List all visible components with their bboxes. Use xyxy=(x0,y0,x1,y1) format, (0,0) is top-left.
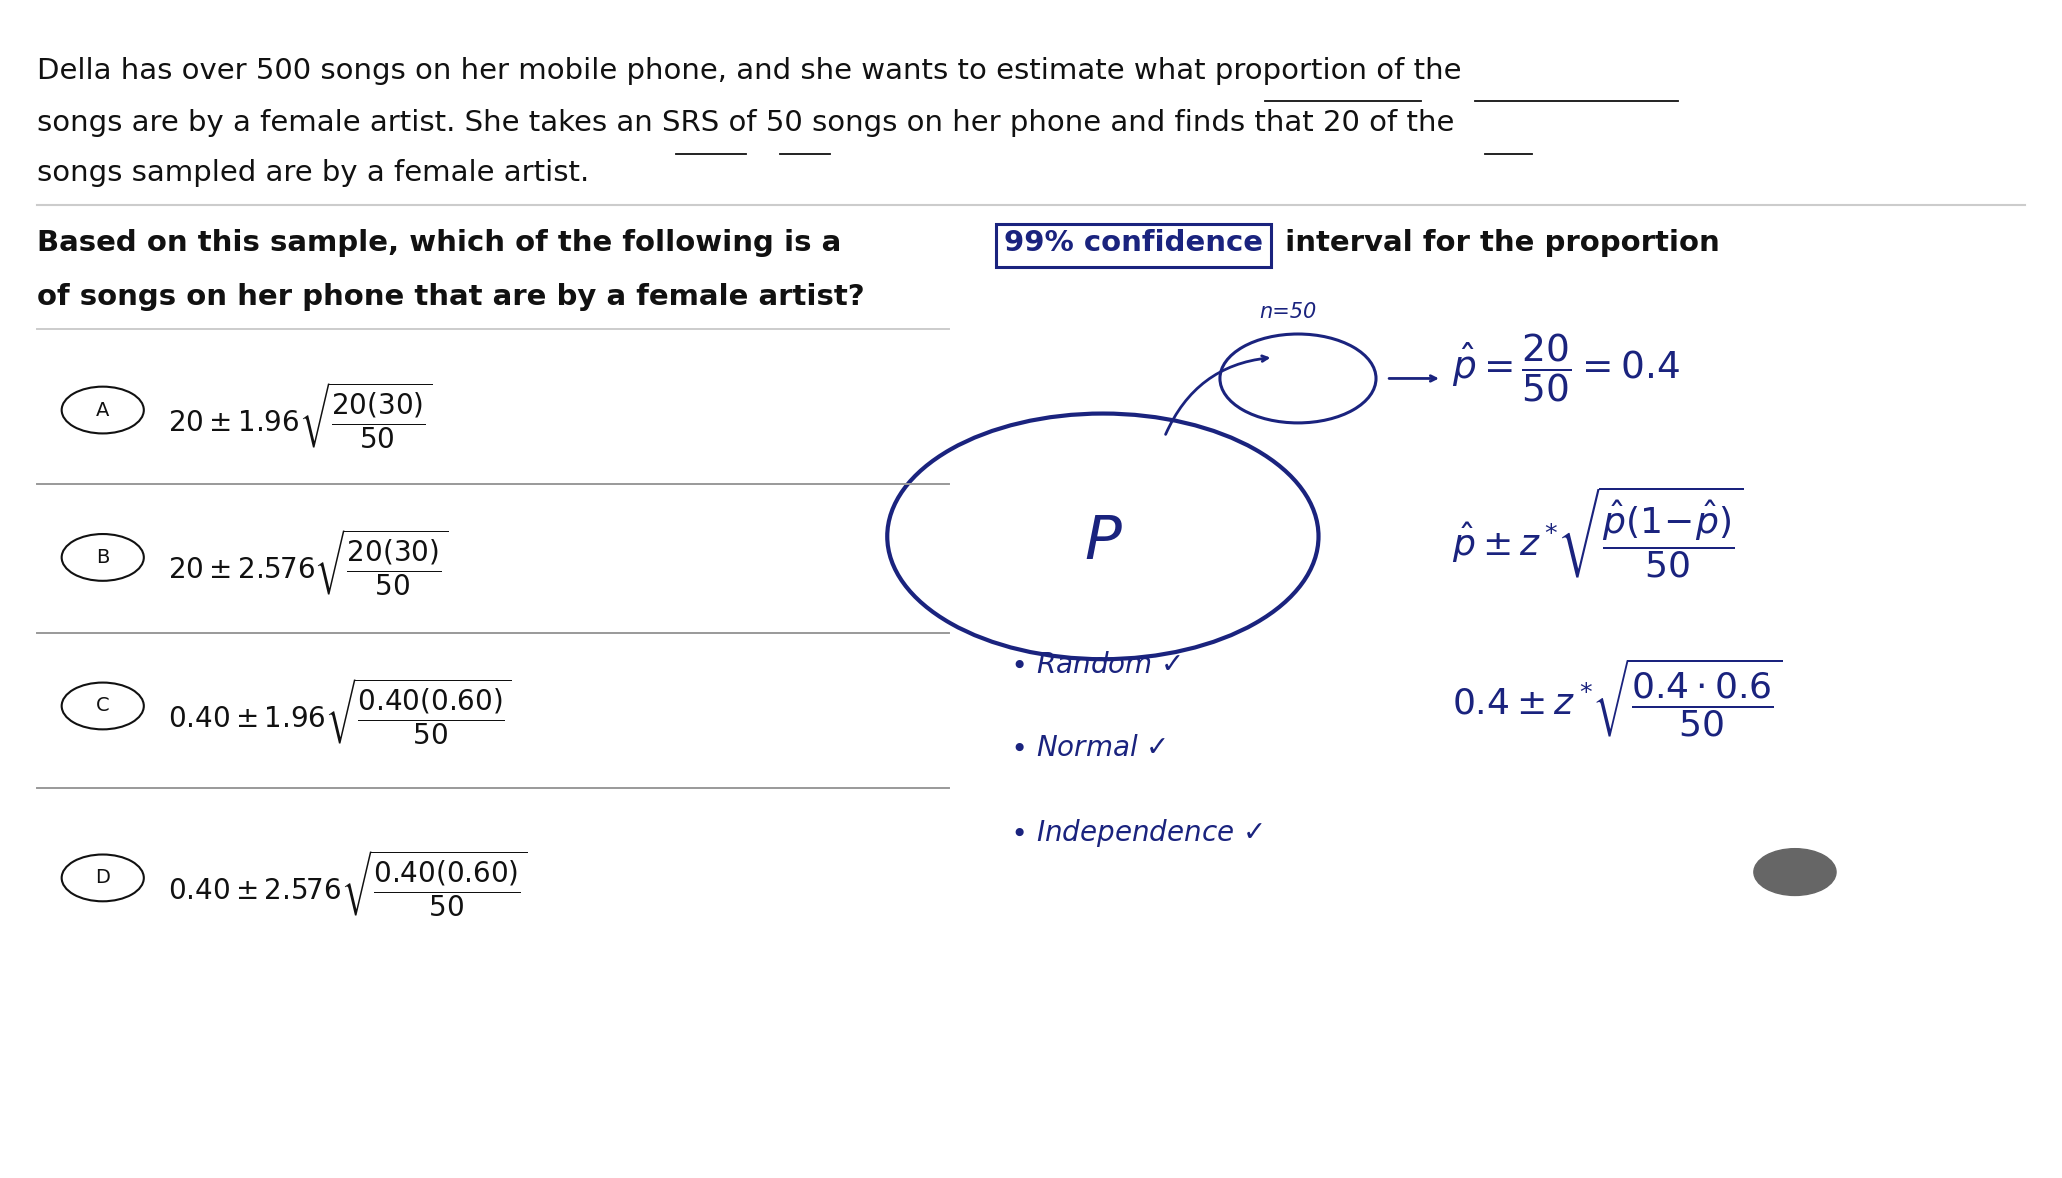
Text: $\bullet$ Random $\checkmark$: $\bullet$ Random $\checkmark$ xyxy=(1010,651,1182,679)
Text: P: P xyxy=(1085,512,1122,571)
Text: $0.4 \pm z^*\!\sqrt{\dfrac{0.4 \cdot 0.6}{50}}$: $0.4 \pm z^*\!\sqrt{\dfrac{0.4 \cdot 0.6… xyxy=(1452,656,1782,739)
Text: C: C xyxy=(97,696,109,715)
Text: n=50: n=50 xyxy=(1260,303,1316,323)
Text: B: B xyxy=(97,548,109,567)
Text: Based on this sample, which of the following is a: Based on this sample, which of the follo… xyxy=(37,229,852,257)
Text: songs sampled are by a female artist.: songs sampled are by a female artist. xyxy=(37,159,590,186)
Text: $20 \pm 1.96\sqrt{\dfrac{20(30)}{50}}$: $20 \pm 1.96\sqrt{\dfrac{20(30)}{50}}$ xyxy=(169,380,433,451)
Text: songs are by a female artist. She takes an SRS of 50 songs on her phone and find: songs are by a female artist. She takes … xyxy=(37,110,1454,138)
Text: A: A xyxy=(97,401,109,419)
Text: $\bullet$ Independence $\checkmark$: $\bullet$ Independence $\checkmark$ xyxy=(1010,818,1264,849)
Text: of songs on her phone that are by a female artist?: of songs on her phone that are by a fema… xyxy=(37,283,864,311)
Text: interval for the proportion: interval for the proportion xyxy=(1276,229,1720,257)
Circle shape xyxy=(1755,848,1835,895)
Text: $0.40 \pm 2.576\sqrt{\dfrac{0.40(0.60)}{50}}$: $0.40 \pm 2.576\sqrt{\dfrac{0.40(0.60)}{… xyxy=(169,848,528,919)
Text: D: D xyxy=(95,868,109,887)
Text: Della has over 500 songs on her mobile phone, and she wants to estimate what pro: Della has over 500 songs on her mobile p… xyxy=(37,57,1462,85)
Text: $20 \pm 2.576\sqrt{\dfrac{20(30)}{50}}$: $20 \pm 2.576\sqrt{\dfrac{20(30)}{50}}$ xyxy=(169,528,450,598)
Text: $\bullet$ Normal $\checkmark$: $\bullet$ Normal $\checkmark$ xyxy=(1010,734,1167,762)
Text: 99% confidence: 99% confidence xyxy=(1004,229,1264,257)
Text: $\hat{p} \pm z^*\!\sqrt{\dfrac{\hat{p}(1\!-\!\hat{p})}{50}}$: $\hat{p} \pm z^*\!\sqrt{\dfrac{\hat{p}(1… xyxy=(1452,484,1742,580)
Text: $\hat{p} = \dfrac{20}{50} = 0.4$: $\hat{p} = \dfrac{20}{50} = 0.4$ xyxy=(1452,332,1681,404)
Text: $0.40 \pm 1.96\sqrt{\dfrac{0.40(0.60)}{50}}$: $0.40 \pm 1.96\sqrt{\dfrac{0.40(0.60)}{5… xyxy=(169,676,511,747)
